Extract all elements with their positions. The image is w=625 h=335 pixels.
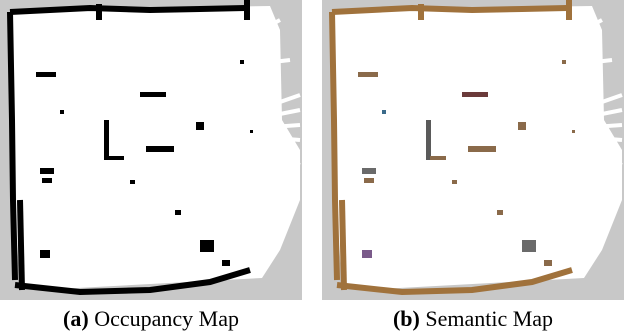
walls — [329, 4, 573, 296]
caption-text: Semantic Map — [425, 306, 554, 331]
caption-occupancy-map: (a) Occupancy Map — [0, 305, 302, 333]
door-frame — [566, 0, 572, 20]
occupancy-map-drawing — [7, 0, 301, 296]
caption-semantic-map: (b) Semantic Map — [322, 305, 624, 333]
semantic-map-image — [322, 0, 624, 300]
laser-rays — [199, 18, 301, 192]
obstacles — [36, 60, 253, 266]
door-frame — [418, 4, 424, 20]
caption-label: (b) — [392, 306, 420, 331]
walls — [7, 4, 251, 296]
obstacles — [358, 60, 575, 266]
caption-text: Occupancy Map — [94, 306, 239, 331]
occupancy-map-image — [0, 0, 302, 300]
door-frame — [244, 0, 250, 20]
caption-label: (a) — [63, 306, 89, 331]
door-frame — [96, 4, 102, 20]
semantic-map-drawing — [329, 0, 623, 296]
laser-rays — [521, 18, 623, 192]
